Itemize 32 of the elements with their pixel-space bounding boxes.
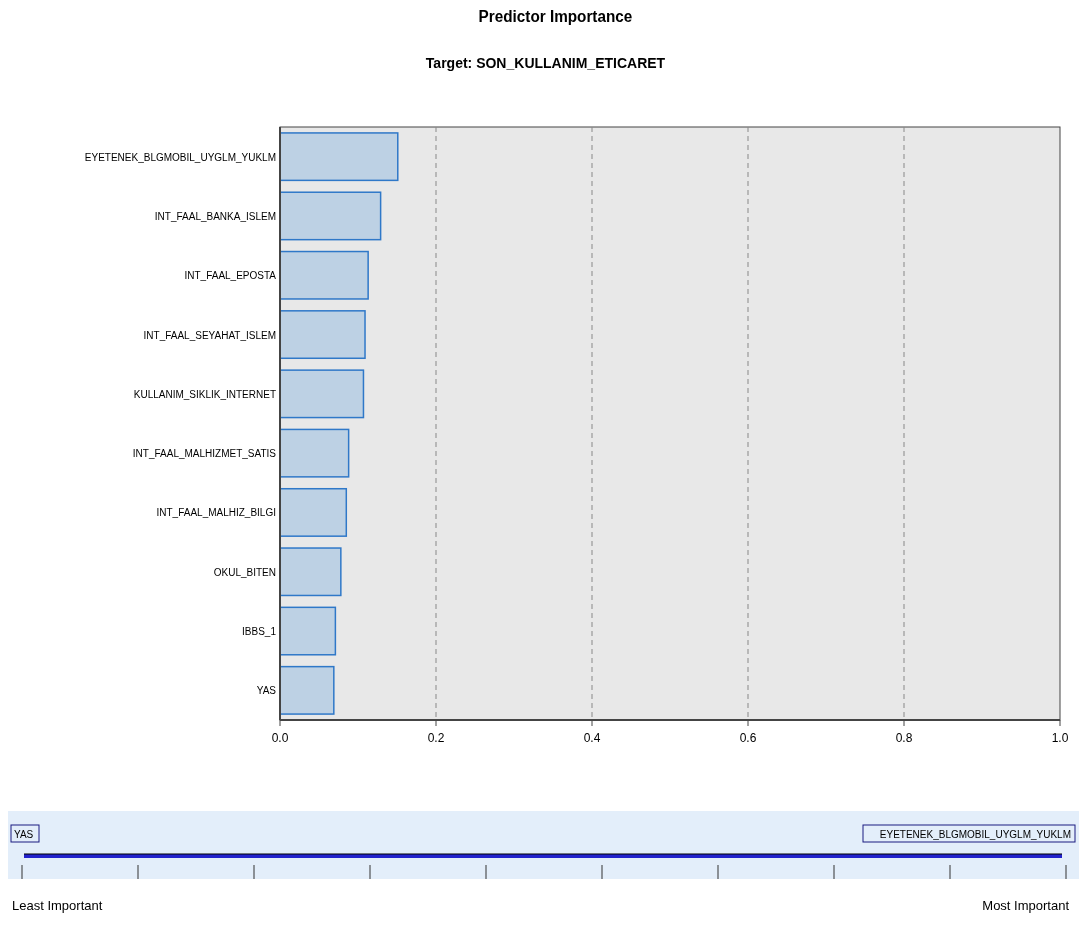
x-tick-label: 0.8: [895, 731, 913, 745]
text: YAS: [14, 829, 34, 840]
y-tick-label: KULLANIM_SIKLIK_INTERNET: [133, 388, 276, 400]
x-tick-label: 0.6: [739, 731, 757, 745]
x-tick-label: 0.0: [271, 731, 289, 745]
bar: [279, 665, 335, 715]
y-tick-label: INT_FAAL_SEYAHAT_ISLEM: [143, 329, 276, 341]
bar: [279, 191, 382, 241]
bar: [279, 132, 399, 182]
bar: [279, 250, 369, 300]
x-tick-label: 0.2: [427, 731, 445, 745]
text: Least Important: [12, 898, 103, 913]
bar: [279, 369, 365, 419]
y-tick-label: YAS: [256, 685, 277, 697]
text: Most Important: [982, 898, 1070, 913]
text: EYETENEK_BLGMOBIL_UYGLM_YUKLM: [879, 829, 1071, 840]
bar: [279, 310, 366, 360]
bar: [279, 487, 348, 537]
y-tick-label: INT_FAAL_MALHIZ_BILGI: [156, 507, 276, 519]
x-tick-label: 0.4: [583, 731, 601, 745]
bar: [279, 606, 337, 656]
chart-title: Predictor Importance: [478, 6, 633, 26]
y-tick-label: INT_FAAL_BANKA_ISLEM: [154, 210, 276, 222]
x-tick-label: 1.0: [1051, 731, 1069, 745]
y-tick-label: INT_FAAL_MALHIZMET_SATIS: [132, 448, 277, 460]
bar: [279, 547, 342, 597]
y-tick-label: IBBS_1: [242, 626, 277, 638]
chart-subtitle: Target: SON_KULLANIM_ETICARET: [425, 55, 666, 71]
y-tick-label: OKUL_BITEN: [213, 566, 276, 578]
y-tick-label: EYETENEK_BLGMOBIL_UYGLM_YUKLM: [84, 151, 276, 163]
bar: [279, 428, 350, 478]
y-tick-label: INT_FAAL_EPOSTA: [184, 270, 277, 282]
